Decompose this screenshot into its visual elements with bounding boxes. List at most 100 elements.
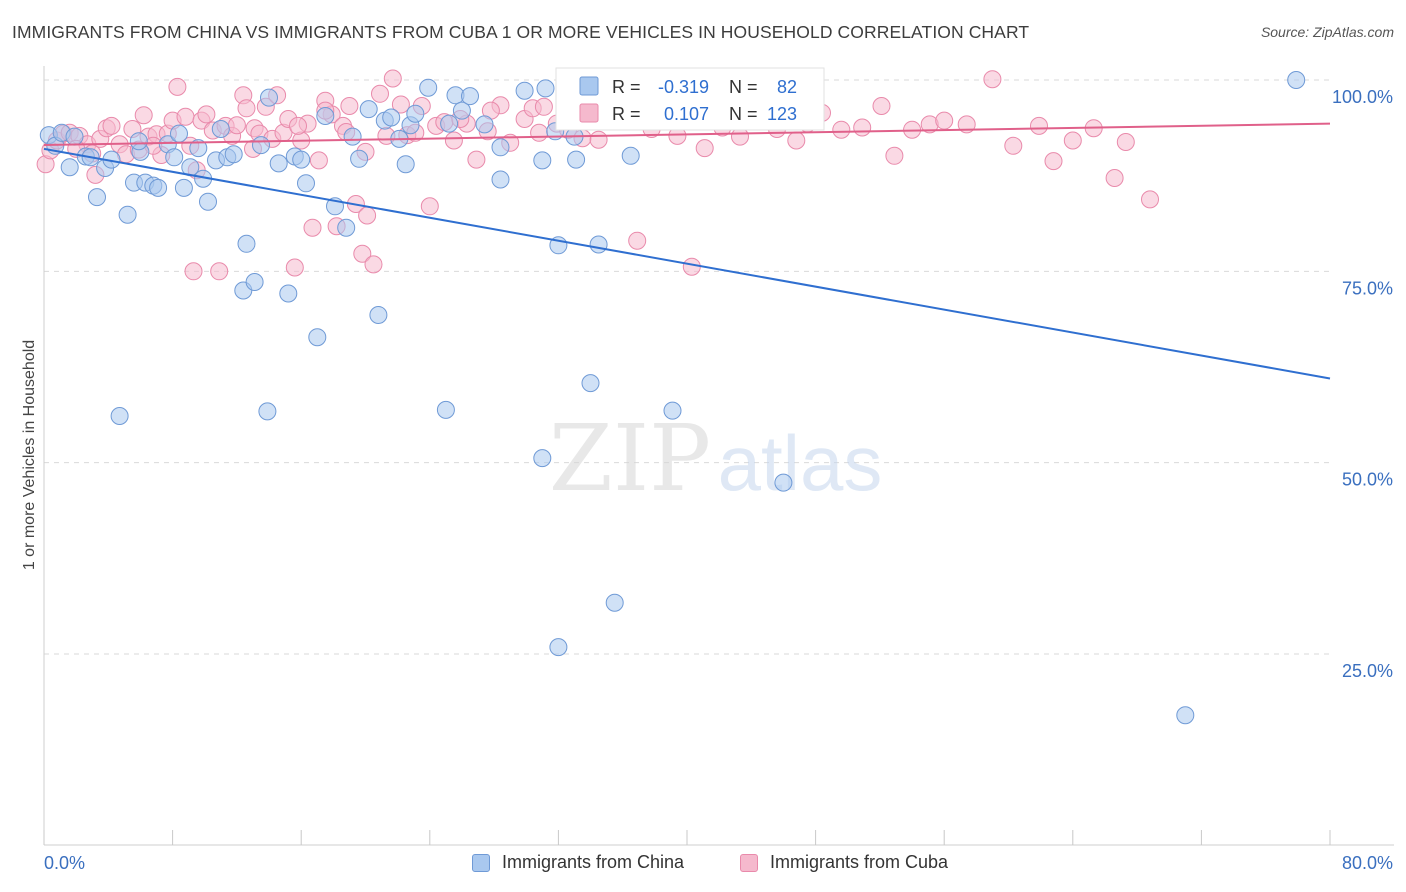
point-china-33 bbox=[258, 402, 277, 421]
point-cuba-113 bbox=[184, 262, 203, 281]
point-cuba-80 bbox=[628, 231, 647, 250]
point-cuba-62 bbox=[420, 197, 439, 216]
point-cuba-57 bbox=[383, 69, 402, 88]
point-cuba-93 bbox=[832, 120, 851, 139]
stats-legend-box bbox=[555, 67, 825, 131]
point-cuba-105 bbox=[1063, 131, 1082, 150]
point-cuba-55 bbox=[371, 84, 389, 103]
point-cuba-103 bbox=[1030, 116, 1048, 135]
point-cuba-73 bbox=[534, 97, 553, 116]
point-china-61 bbox=[491, 138, 510, 157]
point-china-28 bbox=[224, 145, 243, 164]
point-cuba-45 bbox=[309, 151, 328, 170]
point-china-77 bbox=[1176, 706, 1195, 725]
point-cuba-77 bbox=[589, 130, 608, 149]
point-china-76 bbox=[774, 473, 793, 492]
point-china-4 bbox=[65, 127, 84, 146]
point-china-46 bbox=[359, 100, 378, 119]
y-tick-label-1: 75.0% bbox=[1342, 278, 1393, 298]
legend-label-cuba: Immigrants from Cuba bbox=[770, 852, 949, 872]
point-cuba-101 bbox=[983, 70, 1002, 89]
point-cuba-109 bbox=[1141, 190, 1159, 209]
point-cuba-108 bbox=[1116, 133, 1135, 151]
point-china-75 bbox=[663, 401, 682, 420]
legend-item-china[interactable]: Immigrants from China bbox=[472, 852, 684, 873]
stats-cuba-r-label: R = bbox=[612, 104, 641, 124]
x-tick-label-right: 80.0% bbox=[1342, 853, 1393, 873]
point-cuba-52 bbox=[353, 244, 372, 263]
y-tick-labels: 100.0% 75.0% 50.0% 25.0% bbox=[1332, 87, 1393, 681]
point-china-65 bbox=[536, 79, 555, 98]
point-china-58 bbox=[461, 87, 479, 106]
point-cuba-90 bbox=[787, 131, 806, 150]
stats-china-n-label: N = bbox=[729, 77, 758, 97]
gridlines bbox=[44, 79, 1330, 655]
legend-label-china: Immigrants from China bbox=[502, 852, 685, 872]
point-cuba-84 bbox=[682, 257, 701, 276]
chart-title: IMMIGRANTS FROM CHINA VS IMMIGRANTS FROM… bbox=[12, 22, 1030, 42]
point-china-20 bbox=[174, 178, 193, 197]
y-axis-label: 1 or more Vehicles in Household bbox=[21, 340, 38, 570]
point-china-55 bbox=[440, 114, 459, 133]
point-china-24 bbox=[199, 192, 217, 211]
point-cuba-96 bbox=[885, 146, 904, 165]
legend-swatch-china bbox=[472, 853, 490, 872]
watermark-zip: ZIP bbox=[549, 405, 711, 512]
point-china-53 bbox=[419, 78, 438, 97]
point-china-38 bbox=[292, 150, 311, 169]
series-china-points bbox=[39, 71, 1306, 725]
point-china-41 bbox=[316, 107, 335, 125]
point-cuba-53 bbox=[358, 206, 377, 225]
point-china-69 bbox=[567, 150, 586, 169]
point-cuba-21 bbox=[168, 77, 187, 96]
stats-cuba-r-value: 0.107 bbox=[664, 104, 709, 124]
point-china-73 bbox=[621, 146, 640, 165]
point-cuba-26 bbox=[197, 105, 216, 124]
source-credit: Source: ZipAtlas.com bbox=[1260, 24, 1394, 40]
point-cuba-87 bbox=[731, 127, 749, 146]
stats-swatch-china bbox=[579, 76, 599, 96]
point-china-52 bbox=[406, 104, 425, 123]
point-cuba-95 bbox=[872, 97, 891, 115]
point-china-7 bbox=[88, 188, 106, 207]
y-tick-label-2: 50.0% bbox=[1342, 470, 1393, 490]
series-legend: Immigrants from China Immigrants from Cu… bbox=[0, 850, 1406, 880]
axes bbox=[43, 66, 1394, 846]
point-china-78 bbox=[1287, 71, 1306, 89]
point-cuba-44 bbox=[303, 218, 322, 237]
point-china-81 bbox=[129, 132, 148, 151]
point-china-26 bbox=[211, 120, 230, 138]
point-cuba-15 bbox=[134, 106, 153, 125]
point-china-32 bbox=[252, 136, 270, 155]
legend-item-cuba[interactable]: Immigrants from Cuba bbox=[740, 852, 948, 873]
point-cuba-22 bbox=[176, 107, 195, 126]
point-china-47 bbox=[369, 306, 388, 324]
point-china-22 bbox=[189, 139, 208, 158]
point-china-30 bbox=[237, 234, 256, 253]
y-tick-label-0: 100.0% bbox=[1332, 87, 1393, 107]
point-china-11 bbox=[118, 205, 137, 224]
point-china-43 bbox=[337, 218, 356, 237]
point-china-54 bbox=[436, 400, 455, 419]
y-tick-label-3: 25.0% bbox=[1342, 661, 1393, 681]
point-china-60 bbox=[491, 170, 510, 189]
point-china-70 bbox=[581, 374, 600, 393]
point-china-62 bbox=[515, 81, 534, 100]
point-china-57 bbox=[452, 101, 471, 120]
point-china-63 bbox=[533, 449, 552, 468]
trend-lines bbox=[43, 122, 1331, 380]
stats-cuba-n-label: N = bbox=[729, 104, 758, 124]
point-cuba-115 bbox=[289, 116, 307, 135]
point-china-34 bbox=[260, 88, 278, 107]
point-china-19 bbox=[170, 124, 188, 143]
point-cuba-107 bbox=[1105, 169, 1124, 187]
point-china-80 bbox=[396, 155, 415, 174]
trend-line-china bbox=[43, 147, 1331, 380]
stats-china-r-label: R = bbox=[612, 77, 641, 97]
stats-legend: R = -0.319 N = 82 R = 0.107 N = 123 bbox=[555, 67, 825, 131]
point-china-45 bbox=[350, 149, 369, 168]
point-cuba-65 bbox=[444, 131, 463, 150]
stats-swatch-cuba bbox=[579, 103, 599, 123]
point-china-44 bbox=[343, 127, 362, 146]
